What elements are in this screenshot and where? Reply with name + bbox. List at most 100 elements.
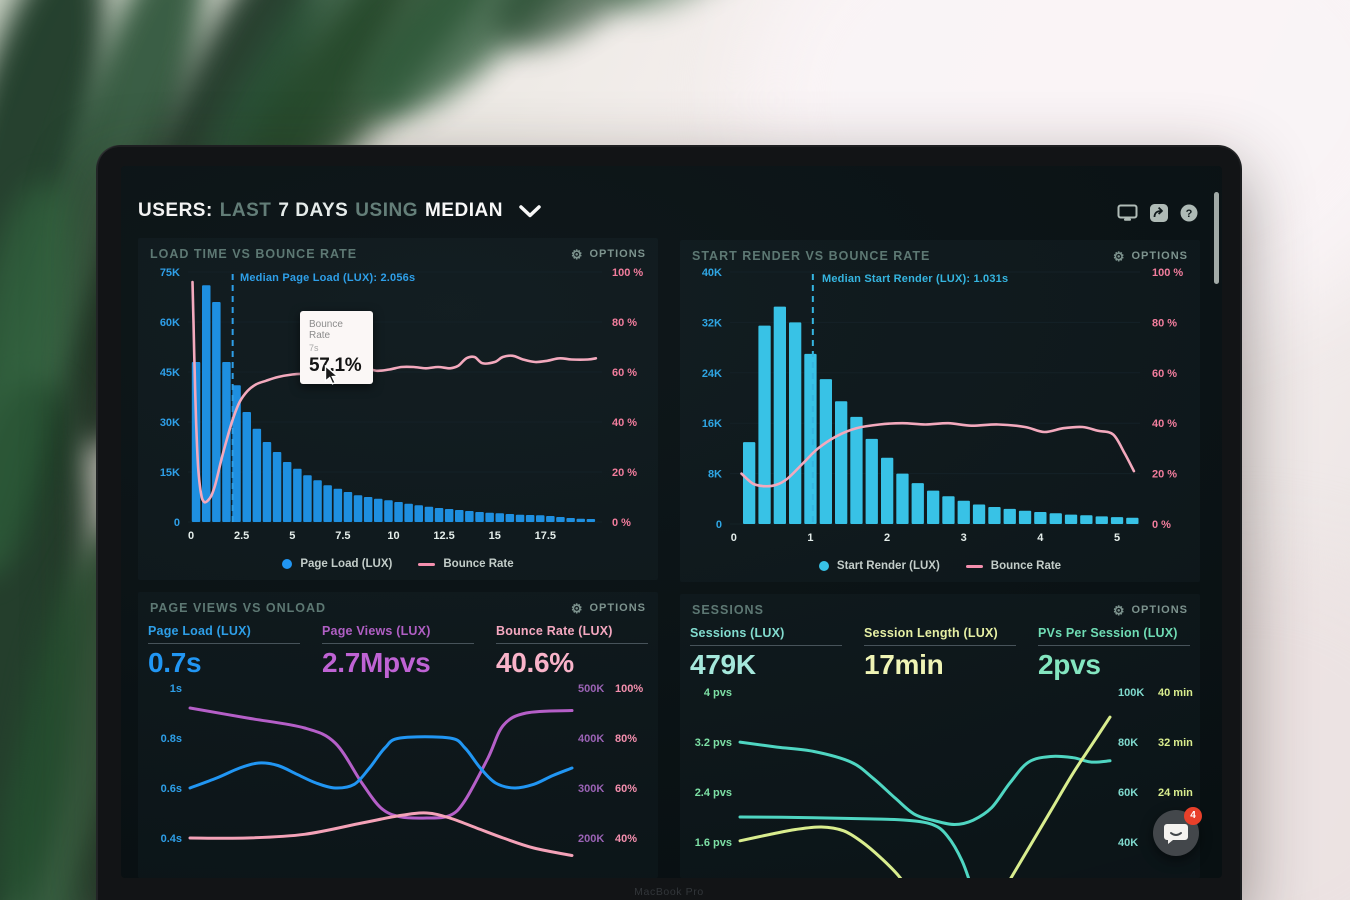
axis-tick-label: 1.6 pvs: [695, 837, 732, 849]
chart-sessions[interactable]: 4 pvs 3.2 pvs 2.4 pvs 1.6 pvs 100K 40 min 80K 3…: [680, 594, 1200, 878]
options-label: OPTIONS: [1131, 604, 1188, 616]
tooltip-subtitle: 7s: [309, 343, 319, 353]
chart-start-render-histogram[interactable]: 40K 32K 24K 16K 8K 0 100 % 80 % 60 % 40 % 20 % 0 % 0…: [680, 240, 1200, 582]
histogram-bar: [1080, 515, 1093, 524]
axis-tick-label: 45K: [160, 367, 180, 379]
histogram-bar: [566, 518, 575, 522]
axis-tick-label: 0: [188, 530, 194, 542]
bounce-rate-line: [188, 811, 574, 857]
axis-tick-label: 1s: [170, 683, 182, 695]
histogram-bar: [789, 322, 802, 524]
axis-tick-label: 3.2 pvs: [695, 737, 732, 749]
histogram-bar: [758, 325, 771, 524]
axis-tick-label: 10: [387, 530, 399, 542]
axis-tick-label: 20 %: [612, 467, 637, 479]
histogram-bar: [272, 452, 282, 522]
chart-page-views-vs-onload[interactable]: 1s 0.8s 0.6s 0.4s 500K 100% 400K 80% 300K 60% 200K…: [138, 592, 658, 878]
axis-tick-label: 0 %: [1152, 519, 1171, 531]
axis-tick-label: 5: [289, 530, 295, 542]
panel-title: START RENDER VS BOUNCE RATE: [692, 249, 931, 263]
histogram-bar: [363, 497, 373, 522]
legend-swatch-line: [418, 562, 436, 566]
legend-item-bounce-rate[interactable]: Bounce Rate: [418, 558, 514, 570]
axis-tick-label: 75K: [160, 267, 180, 279]
metric-label: Bounce Rate (LUX): [496, 624, 613, 638]
axis-tick-label: 80 %: [1152, 317, 1177, 329]
legend-item-page-load[interactable]: Page Load (LUX): [282, 558, 392, 570]
share-icon[interactable]: [1150, 204, 1168, 222]
axis-tick-label: 40 %: [612, 417, 637, 429]
histogram-bar: [972, 504, 986, 524]
options-button[interactable]: ⚙ OPTIONS: [1113, 250, 1188, 263]
histogram-bar: [394, 502, 403, 522]
histogram-bar: [525, 515, 535, 522]
axis-tick-label: 80 %: [612, 317, 637, 329]
options-button[interactable]: ⚙ OPTIONS: [571, 248, 646, 261]
display-icon[interactable]: [1117, 204, 1138, 222]
axis-tick-label: 12.5: [433, 530, 454, 542]
legend-swatch-dot: [282, 559, 293, 569]
page-load-line: [188, 735, 574, 790]
header-segment: 7 DAYS: [278, 200, 349, 221]
axis-tick-label: 100 %: [612, 267, 643, 279]
histogram-bar: [536, 515, 545, 522]
axis-tick-label: 15K: [160, 467, 180, 479]
metric-label: PVs Per Session (LUX): [1038, 626, 1178, 640]
histogram-bar: [911, 483, 924, 524]
histogram-bar: [455, 510, 464, 522]
axis-tick-label: 0 %: [612, 517, 631, 529]
axis-tick-label: 0.4s: [161, 833, 182, 845]
histogram-bar: [323, 485, 332, 522]
histogram-bar: [1049, 513, 1062, 524]
options-button[interactable]: ⚙ OPTIONS: [1113, 604, 1188, 617]
metrics-row: Sessions (LUX) 479K Session Length (LUX)…: [680, 626, 1200, 686]
metric-page-views: Page Views (LUX) 2.7Mpvs: [322, 624, 474, 679]
panel-title: SESSIONS: [692, 603, 764, 617]
chat-widget-button[interactable]: 4: [1153, 807, 1202, 856]
histogram-bar: [988, 507, 1001, 524]
histogram-bar: [262, 442, 272, 522]
histogram-bar: [1034, 512, 1047, 524]
histogram-bar: [485, 512, 494, 522]
legend-swatch-line: [965, 564, 983, 568]
axis-tick-label: 2.5: [234, 530, 249, 542]
help-icon[interactable]: ?: [1180, 204, 1198, 222]
dashboard-filter-dropdown[interactable]: USERS: LAST 7 DAYS USING MEDIAN: [138, 194, 541, 228]
histogram-bar: [1064, 514, 1078, 524]
histogram-bar: [434, 508, 444, 522]
metric-session-length: Session Length (LUX) 17min: [864, 626, 1016, 681]
axis-tick-label: 80%: [615, 733, 637, 745]
options-label: OPTIONS: [589, 248, 646, 260]
tooltip-value: 57.1%: [309, 355, 362, 376]
header-segment: USING: [355, 200, 418, 221]
histogram-bar: [546, 516, 555, 522]
metric-label: Page Load (LUX): [148, 624, 252, 638]
axis-tick-label: 0: [174, 517, 180, 529]
chart-load-time-histogram[interactable]: 75K 60K 45K 30K 15K 0 100 % 80 % 60 % 40 % 20 % 0 %…: [138, 238, 658, 580]
histogram-bar: [414, 505, 423, 522]
axis-tick-label: 5: [1114, 532, 1120, 544]
panel-header: PAGE VIEWS VS ONLOAD ⚙ OPTIONS: [138, 592, 658, 618]
histogram-bar: [444, 509, 454, 522]
options-label: OPTIONS: [1131, 250, 1188, 262]
metric-sessions: Sessions (LUX) 479K: [690, 626, 842, 681]
histogram-bar: [202, 285, 211, 522]
histogram-bar: [353, 495, 363, 522]
histogram-bar: [374, 498, 383, 522]
legend-item-bounce-rate[interactable]: Bounce Rate: [965, 560, 1061, 572]
axis-tick-label: 3: [961, 532, 967, 544]
legend-swatch-dot: [818, 561, 829, 571]
histogram-bar: [495, 513, 504, 522]
options-button[interactable]: ⚙ OPTIONS: [571, 602, 646, 615]
metric-value: 2pvs: [1038, 649, 1101, 680]
axis-tick-label: 0: [731, 532, 737, 544]
histogram-bar: [942, 496, 955, 524]
pvs-per-session-line: [738, 815, 971, 878]
scrollbar[interactable]: [1214, 192, 1219, 284]
legend-item-start-render[interactable]: Start Render (LUX): [818, 560, 940, 572]
histogram-bar: [957, 500, 970, 524]
axis-tick-label: 0: [716, 519, 722, 531]
chevron-down-icon[interactable]: [519, 204, 541, 218]
axis-tick-label: 20 %: [1152, 469, 1177, 481]
